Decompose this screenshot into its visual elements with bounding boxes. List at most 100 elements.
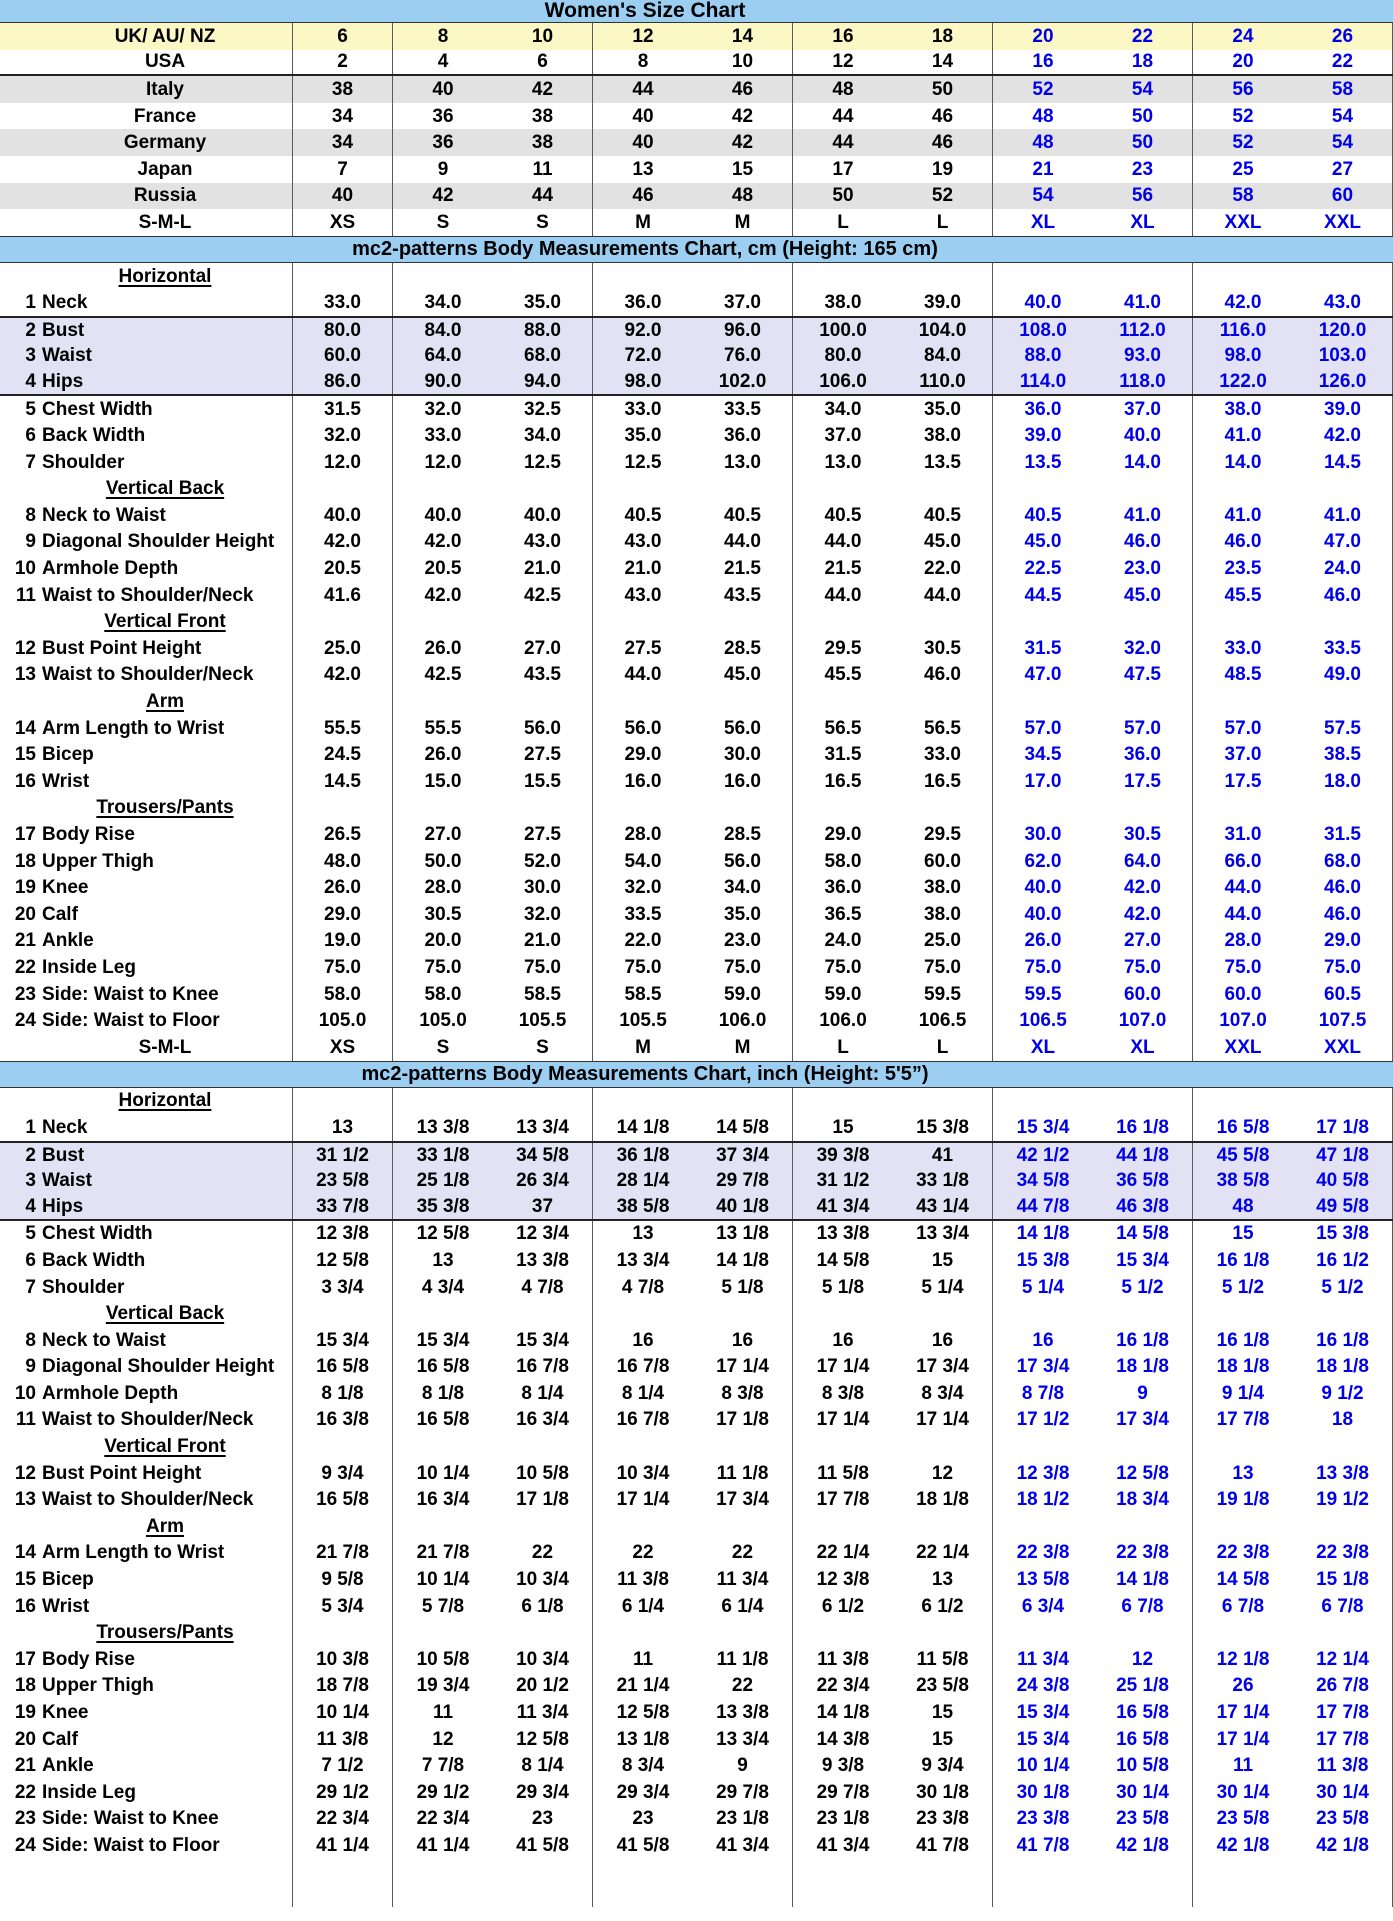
value-cell: 100.0 bbox=[819, 319, 867, 341]
value-cell: 13 3/8 bbox=[493, 1247, 593, 1274]
measurement-row: 8 Neck to Waist 15 3/4 15 3/4 15 3/4 16 16 16 16… bbox=[0, 1326, 1393, 1354]
row-label: 21 Ankle bbox=[0, 927, 293, 955]
value-cell: 24 3/8 bbox=[1016, 1675, 1070, 1697]
value-cell: 34.0 bbox=[693, 874, 793, 901]
row-label: 20 Calf bbox=[0, 1725, 293, 1753]
value-cell: 5 7/8 bbox=[421, 1595, 465, 1617]
value-cell: 29.5 bbox=[824, 637, 862, 659]
measurement-row: 24 Side: Waist to Floor 105.0 105.0 105.5 105… bbox=[0, 1007, 1393, 1034]
section-label: Horizontal bbox=[0, 262, 293, 290]
value-cell: 10 3/4 bbox=[616, 1462, 670, 1484]
conversion-row: UK/ AU/ NZ 6 8 10 12 14 16 18 20 22 24 26 bbox=[0, 23, 1393, 50]
value-cell bbox=[393, 476, 493, 503]
row-label: 22 Inside Leg bbox=[0, 1779, 293, 1806]
value-cell: 18 1/8 bbox=[893, 1486, 993, 1514]
value-cell: 38 bbox=[493, 102, 593, 130]
value-cell: 55.5 bbox=[293, 714, 393, 742]
value-cell: XS bbox=[293, 1033, 393, 1061]
value-cell: 98.0 bbox=[1224, 345, 1262, 367]
value-cell: 33.0 bbox=[624, 398, 662, 420]
value-cell bbox=[1093, 475, 1193, 503]
value-cell: 15 3/4 bbox=[493, 1326, 593, 1354]
value-cell: 29 7/8 bbox=[693, 1167, 793, 1194]
row-number: 22 bbox=[14, 1781, 36, 1803]
value-cell: 15.0 bbox=[424, 770, 462, 792]
value-cell: 22 3/4 bbox=[416, 1808, 470, 1830]
value-cell: 25.0 bbox=[893, 927, 993, 955]
value-cell: 58.5 bbox=[624, 983, 662, 1005]
value-cell: 25 1/8 bbox=[1093, 1672, 1193, 1700]
value-cell: 35.0 bbox=[693, 901, 793, 928]
value-cell bbox=[993, 688, 1093, 715]
value-cell: XS bbox=[293, 209, 393, 236]
value-cell: 18 1/8 bbox=[1093, 1353, 1193, 1381]
measurement-label: Chest Width bbox=[42, 1223, 153, 1245]
value-cell: 23 5/8 bbox=[1293, 1805, 1393, 1833]
value-cell: 6 bbox=[293, 23, 393, 50]
value-cell: XXL bbox=[1224, 1036, 1262, 1058]
measurement-row: 17 Body Rise 10 3/8 10 5/8 10 3/4 11 11 1/8 11 … bbox=[0, 1646, 1393, 1673]
value-cell: S bbox=[493, 1033, 593, 1061]
value-cell: XXL bbox=[1293, 1033, 1393, 1061]
value-cell: 29 7/8 bbox=[816, 1781, 870, 1803]
value-cell: 44.0 bbox=[624, 664, 662, 686]
measurement-row: 5 Chest Width 31.5 32.0 32.5 33.0 33.5 34.0 35.0… bbox=[0, 395, 1393, 423]
value-cell: 23 5/8 bbox=[293, 1167, 393, 1194]
value-cell: 15 3/4 bbox=[1016, 1702, 1070, 1724]
value-cell bbox=[593, 1088, 693, 1115]
value-cell: 33 1/8 bbox=[893, 1167, 993, 1194]
row-label: 12 Bust Point Height bbox=[0, 635, 293, 662]
value-cell: 120.0 bbox=[1293, 317, 1393, 343]
value-cell: 56.0 bbox=[693, 714, 793, 742]
value-cell: 36.0 bbox=[824, 877, 862, 899]
measurement-label: Neck bbox=[42, 292, 88, 314]
value-cell: 40 bbox=[632, 132, 654, 154]
value-cell bbox=[493, 1300, 593, 1327]
row-label: 15 Bicep bbox=[0, 741, 293, 769]
section-label: Vertical Back bbox=[0, 1300, 293, 1327]
value-cell: 43.0 bbox=[1293, 289, 1393, 316]
value-cell: 126.0 bbox=[1293, 369, 1393, 394]
measurement-row: 12 Bust Point Height 9 3/4 10 1/4 10 5/8 10 3… bbox=[0, 1459, 1393, 1487]
section-label-row: Vertical Front bbox=[0, 608, 1393, 636]
value-cell bbox=[693, 1300, 793, 1327]
value-cell: 12.5 bbox=[493, 448, 593, 476]
value-cell: 50.0 bbox=[424, 850, 462, 872]
value-cell: 12 5/8 bbox=[616, 1702, 670, 1724]
value-cell bbox=[1293, 688, 1393, 715]
row-label: Japan bbox=[0, 155, 293, 183]
measurement-label: Shoulder bbox=[42, 1276, 125, 1298]
value-cell: 42.0 bbox=[424, 584, 462, 606]
measurement-label: Armhole Depth bbox=[42, 558, 179, 580]
value-cell: 45.0 bbox=[893, 528, 993, 556]
value-cell: 44.0 bbox=[824, 531, 862, 553]
measurement-row: 8 Neck to Waist 40.0 40.0 40.0 40.5 40.5 40.5 40… bbox=[0, 502, 1393, 529]
value-cell: 16 5/8 bbox=[293, 1486, 393, 1514]
section-label-text: Vertical Front bbox=[104, 611, 226, 633]
row-number: 11 bbox=[15, 584, 36, 606]
value-cell: 22.5 bbox=[1024, 558, 1062, 580]
row-label: 1 Neck bbox=[0, 289, 293, 316]
measurement-row: 22 Inside Leg 29 1/2 29 1/2 29 3/4 29 3/4 29 7… bbox=[0, 1779, 1393, 1806]
value-cell: 40 bbox=[432, 78, 454, 100]
value-cell bbox=[1293, 1300, 1393, 1327]
value-cell: 39.0 bbox=[1293, 395, 1393, 423]
value-cell: 17.0 bbox=[1024, 770, 1062, 792]
value-cell: 56.0 bbox=[493, 714, 593, 742]
value-cell: 44 bbox=[832, 105, 854, 127]
value-cell: 42.0 bbox=[424, 531, 462, 553]
value-cell: 31.5 bbox=[293, 395, 393, 423]
row-label: 2 Bust bbox=[0, 1142, 293, 1168]
value-cell: 56 bbox=[1232, 78, 1254, 100]
value-cell bbox=[793, 1513, 893, 1540]
value-cell: 23 1/8 bbox=[693, 1805, 793, 1833]
value-cell: 18 bbox=[893, 23, 993, 50]
value-cell: 5 1/4 bbox=[1021, 1276, 1065, 1298]
conversion-row: USA 2 4 6 8 10 12 14 16 18 20 22 bbox=[0, 49, 1393, 77]
value-cell: 13 bbox=[893, 1566, 993, 1593]
value-cell: 14 1/8 bbox=[1093, 1566, 1193, 1593]
value-cell: 13 bbox=[293, 1114, 393, 1141]
value-cell: 13.5 bbox=[893, 448, 993, 476]
value-cell bbox=[1093, 262, 1193, 290]
value-cell: 11 bbox=[632, 1648, 654, 1670]
